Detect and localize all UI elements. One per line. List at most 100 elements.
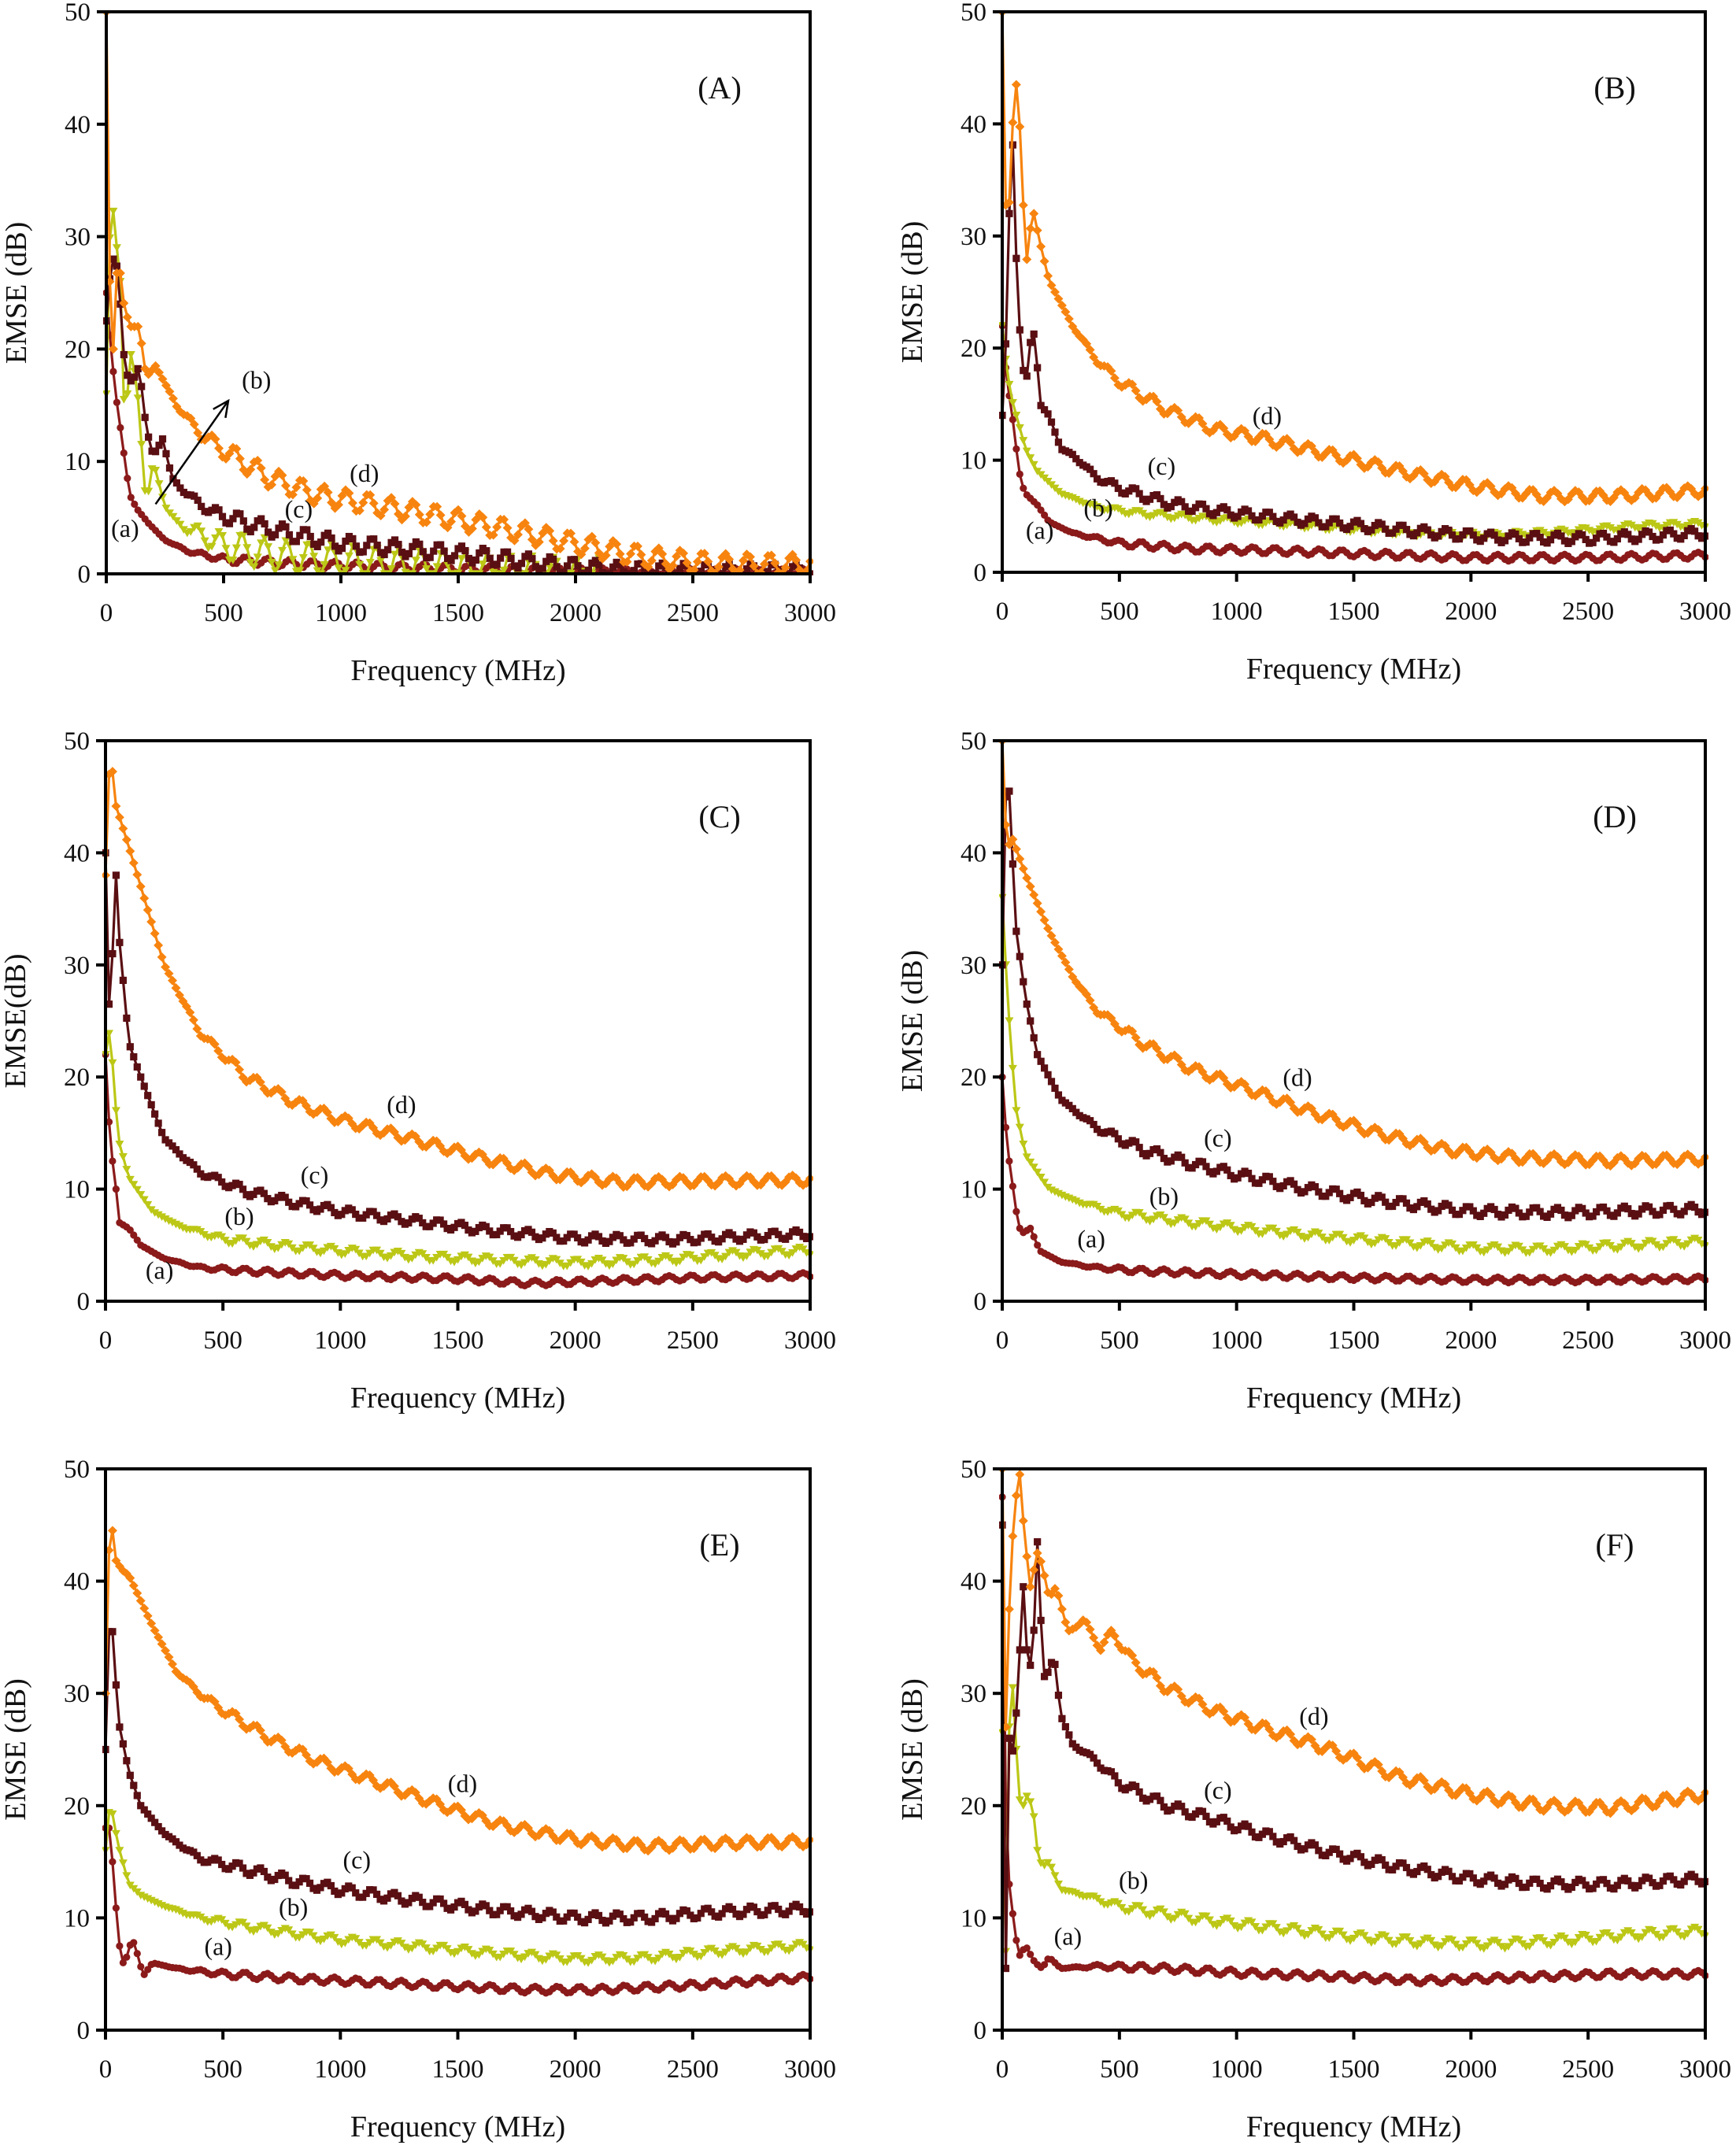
series-d-point (347, 497, 357, 508)
series-d-point (1560, 1807, 1570, 1817)
series-c-point (155, 442, 163, 449)
series-d-point (136, 338, 146, 349)
series-d-point (210, 434, 220, 444)
series-b-point (675, 1954, 684, 1962)
series-d-point (1215, 1069, 1225, 1079)
series-d-point (108, 344, 118, 354)
series-c-point (1311, 1841, 1319, 1849)
series-b-point (1138, 1212, 1148, 1221)
series-b-point (1648, 1926, 1657, 1935)
series-c-point (1005, 1734, 1013, 1742)
series-c-point (1047, 418, 1056, 426)
series-b-point (197, 527, 206, 535)
series-c-point (1132, 1782, 1140, 1791)
series-c-point (426, 553, 434, 561)
series-b-point (1205, 1220, 1214, 1229)
series-d-point (1099, 1637, 1109, 1648)
series-b-point (633, 1257, 642, 1265)
series-b-point (246, 559, 255, 567)
series-b-point (1046, 1863, 1057, 1872)
series-d-point (334, 500, 343, 510)
series-d-point (185, 1008, 195, 1018)
series-c-point (1034, 364, 1042, 372)
series-b-point (1022, 1792, 1031, 1800)
series-d-point (738, 1174, 748, 1184)
series-c-point (285, 531, 294, 538)
series-b-point (1216, 1919, 1225, 1928)
series-c-point (112, 871, 120, 879)
series-d-point (1229, 1716, 1239, 1726)
annotation-arrow-head-icon (213, 398, 230, 418)
series-b-point (320, 560, 329, 569)
series-d-point (668, 560, 678, 571)
series-d-point (1043, 923, 1053, 934)
series-b-point (1560, 1934, 1569, 1943)
series-d-point (780, 563, 790, 573)
series-b-point (333, 1248, 342, 1257)
series-c-point (130, 1052, 138, 1061)
y-tick-label: 50 (64, 1455, 90, 1484)
series-d-point (1032, 225, 1042, 235)
series-c-point (151, 1110, 159, 1118)
series-b-point (115, 1141, 124, 1148)
series-d-point (464, 527, 474, 537)
series-b-point (1005, 380, 1014, 389)
series-d-point (1482, 1145, 1493, 1155)
series-c-point (144, 1092, 152, 1100)
series-b-point (1314, 1925, 1323, 1934)
series-c-point (1178, 1803, 1186, 1811)
series-c-point (1030, 330, 1038, 338)
series-a-point (144, 1966, 152, 1973)
series-d-point (287, 1100, 298, 1111)
curve-label-a: (a) (204, 1932, 232, 1960)
x-axis-title: Frequency (MHz) (1246, 1382, 1461, 1415)
series-a-point (1027, 1224, 1035, 1232)
series-b-point (126, 350, 135, 359)
series-d-point (255, 1725, 265, 1736)
series-c-point (151, 448, 160, 456)
curve-label-d: (d) (1283, 1063, 1312, 1092)
series-d-point (122, 312, 132, 322)
x-tick-label: 1500 (432, 1326, 484, 1355)
series-d-point (569, 1833, 579, 1844)
series-d-point (1686, 1152, 1697, 1162)
series-b-point (334, 564, 343, 572)
series-d-point (699, 549, 709, 559)
series-d (999, 1467, 1708, 1818)
series-b-point (139, 1196, 149, 1204)
y-tick-label: 40 (961, 839, 986, 867)
series-d-point (1253, 1088, 1264, 1098)
series-d-point (1454, 1146, 1464, 1156)
series-d-point (1430, 1145, 1440, 1155)
series-a-point (1030, 1233, 1038, 1241)
series-d-point (189, 420, 199, 430)
series-d-point (1352, 453, 1362, 464)
series-d-point (1008, 117, 1018, 128)
series-b-point (1012, 1107, 1021, 1115)
series-b-point (257, 539, 266, 548)
series-d-point (323, 487, 333, 497)
series-c-point (1016, 1646, 1023, 1654)
series-d-point (598, 553, 608, 564)
series-b-point (1026, 1158, 1035, 1167)
series-a-point (137, 1962, 145, 1970)
series-b-point (1096, 1205, 1105, 1214)
series-a (102, 1824, 813, 1997)
series-d-point (1605, 1161, 1616, 1171)
series-c-point (1027, 1017, 1035, 1025)
series-d-point (559, 536, 569, 546)
series-d-point (457, 511, 467, 521)
series-c-point (430, 547, 438, 555)
series-a-point (1037, 506, 1045, 514)
series-d-point (195, 1692, 205, 1702)
series-b-point (214, 527, 224, 536)
series-d-point (1049, 1584, 1060, 1594)
series-c-point (1135, 490, 1143, 497)
series-d-point (1303, 438, 1313, 449)
series-d-point (787, 1171, 798, 1181)
series-d-point (1039, 915, 1049, 925)
series-d-point (260, 475, 270, 485)
series-b-point (1497, 1943, 1506, 1951)
